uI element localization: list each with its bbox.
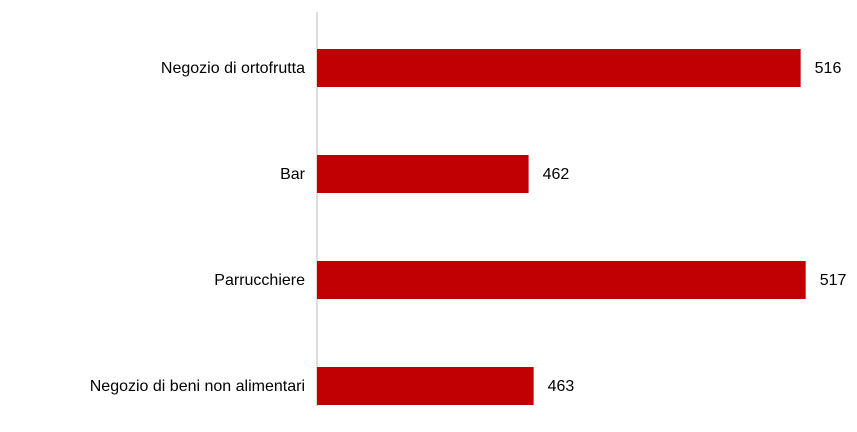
bar	[317, 49, 801, 87]
value-label: 517	[820, 272, 847, 289]
value-label: 516	[815, 60, 842, 77]
category-label: Negozio di beni non alimentari	[90, 378, 305, 395]
value-label: 463	[548, 378, 575, 395]
bar	[317, 261, 806, 299]
category-label: Parrucchiere	[214, 272, 305, 289]
value-label: 462	[543, 166, 570, 183]
category-label: Negozio di ortofrutta	[161, 60, 305, 77]
category-label: Bar	[280, 166, 306, 183]
bar	[317, 367, 534, 405]
bar	[317, 155, 529, 193]
